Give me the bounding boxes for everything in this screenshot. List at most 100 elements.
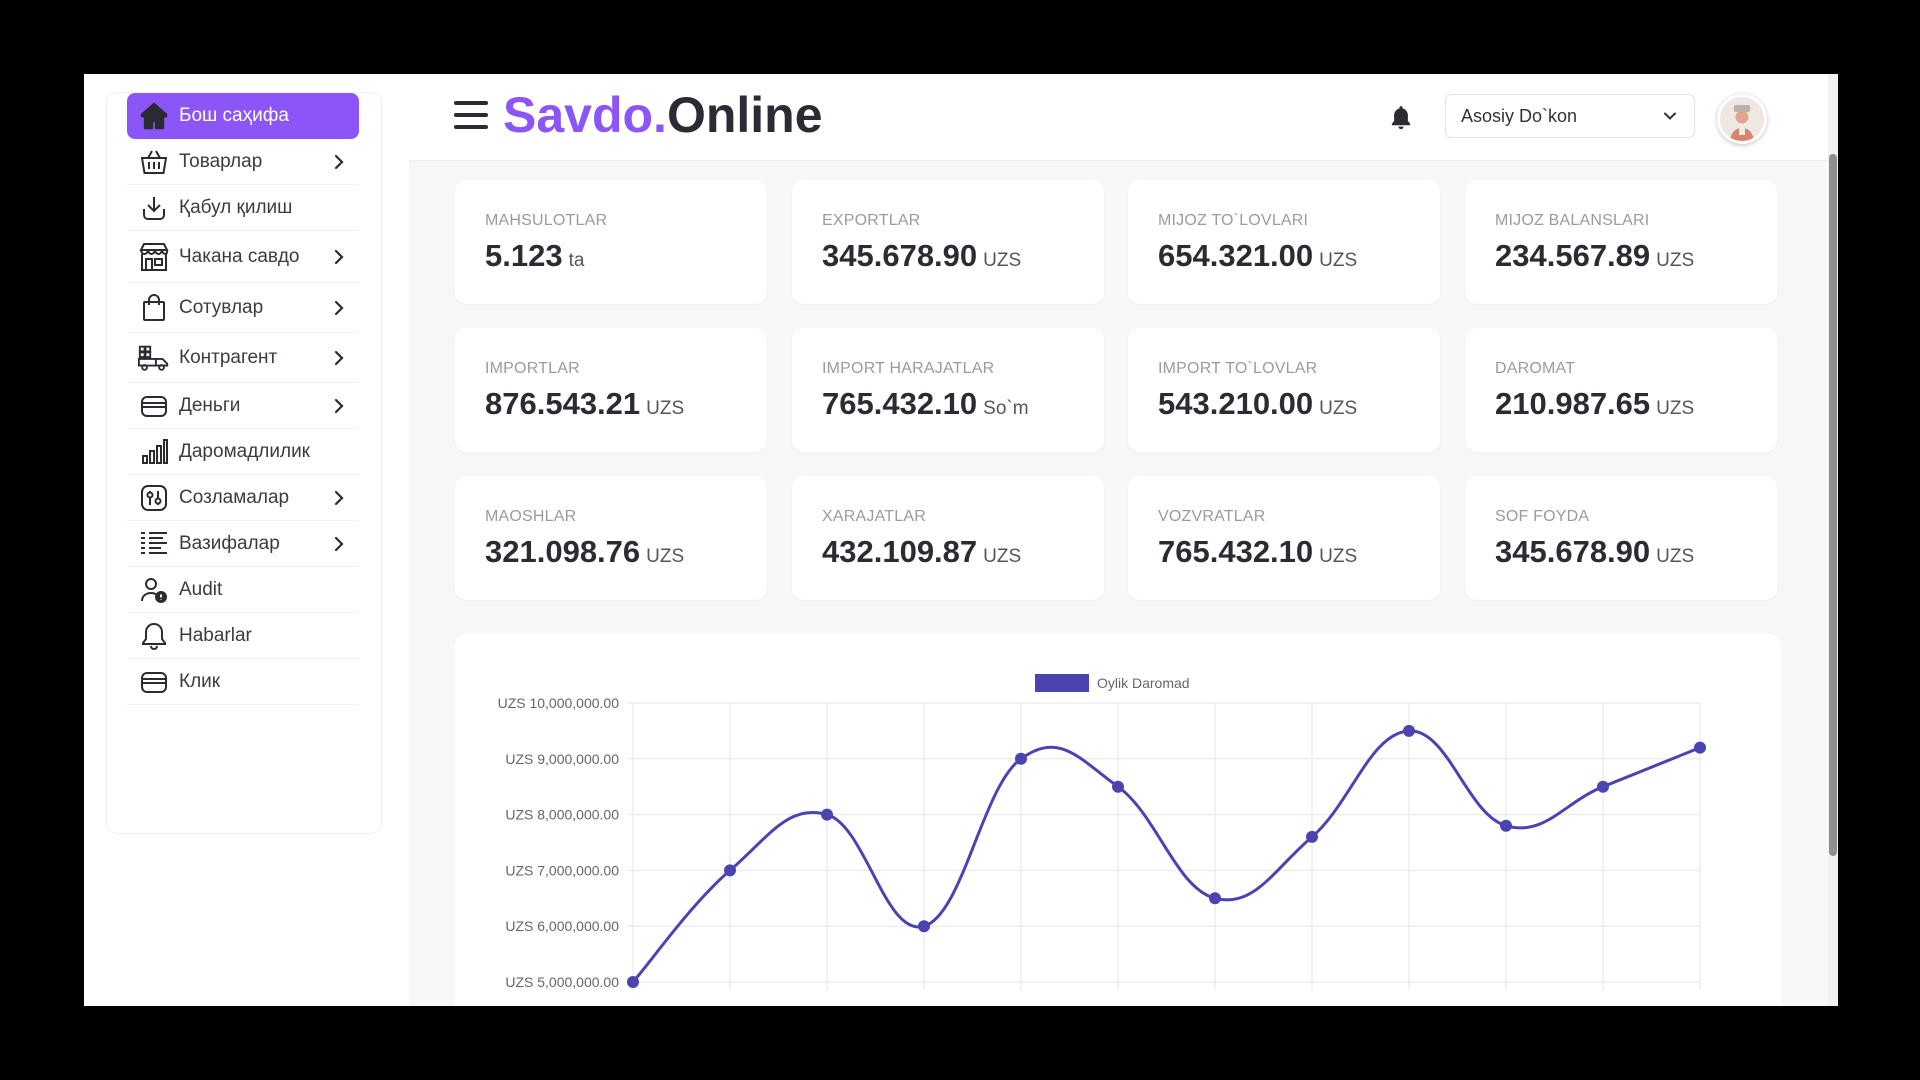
- sidebar-item-label: Товарлар: [179, 150, 263, 172]
- brand-logo[interactable]: Savdo.Online: [503, 86, 823, 144]
- chevron-right-icon: [329, 152, 349, 172]
- brand-part-online: Online: [666, 87, 823, 143]
- sidebar-item-5[interactable]: Контрагент: [127, 333, 359, 383]
- hamburger-menu-icon[interactable]: [454, 101, 488, 131]
- stat-card-value: 210.987.65 UZS: [1495, 386, 1694, 422]
- card-icon: [137, 665, 171, 699]
- scrollbar-track[interactable]: [1828, 74, 1838, 1006]
- stat-card-value: 543.210.00 UZS: [1158, 386, 1357, 422]
- stat-card-title: MAOSHLAR: [485, 508, 577, 525]
- stat-card-value: 432.109.87 UZS: [822, 534, 1021, 570]
- stat-card: IMPORT HARAJATLAR 765.432.10 So`m: [792, 328, 1104, 452]
- data-point: [1209, 892, 1221, 905]
- stat-card-value: 5.123 ta: [485, 238, 584, 274]
- sidebar-item-7[interactable]: Даромадлилик: [127, 429, 359, 475]
- home-icon: [137, 99, 171, 133]
- data-point: [1306, 830, 1318, 843]
- sidebar-item-12[interactable]: Клик: [127, 659, 359, 705]
- sidebar-item-2[interactable]: Қабул қилиш: [127, 185, 359, 231]
- notification-bell-icon[interactable]: [1388, 104, 1414, 132]
- stat-card-title: IMPORT HARAJATLAR: [822, 360, 995, 377]
- data-point: [1597, 780, 1609, 793]
- sidebar-item-label: Habarlar: [179, 624, 252, 646]
- stat-card-number: 345.678.90: [1495, 534, 1651, 569]
- stat-card-number: 345.678.90: [822, 238, 978, 273]
- sidebar-item-11[interactable]: Habarlar: [127, 613, 359, 659]
- stat-card-value: 234.567.89 UZS: [1495, 238, 1694, 274]
- legend-label: Oylik Daromad: [1097, 675, 1190, 691]
- stat-card: VOZVRATLAR 765.432.10 UZS: [1128, 476, 1440, 600]
- sidebar-item-label: Қабул қилиш: [179, 196, 293, 218]
- sidebar-item-8[interactable]: Созламалар: [127, 475, 359, 521]
- stat-card-title: MIJOZ BALANSLARI: [1495, 212, 1650, 229]
- data-point: [627, 976, 639, 988]
- stat-card-unit: UZS: [1319, 250, 1358, 271]
- stat-card-title: SOF FOYDA: [1495, 508, 1590, 525]
- sidebar-item-label: Созламалар: [179, 486, 290, 508]
- y-tick-label: UZS 9,000,000.00: [505, 751, 619, 767]
- income-line-chart: UZS 10,000,000.00 UZS 9,000,000.00 UZS 8,0…: [498, 674, 1706, 990]
- basket-icon: [137, 145, 171, 179]
- stat-card-title: MIJOZ TO`LOVLARI: [1158, 212, 1309, 229]
- chevron-right-icon: [329, 534, 349, 554]
- brand-part-savdo: Savdo.: [503, 87, 667, 143]
- stat-card-title: XARAJATLAR: [822, 508, 926, 525]
- sidebar-item-label: Audit: [179, 578, 223, 600]
- stat-card-number: 543.210.00: [1158, 386, 1314, 421]
- wallet-icon: [137, 389, 171, 423]
- stat-card-number: 5.123: [485, 238, 563, 273]
- stat-card-number: 876.543.21: [485, 386, 641, 421]
- stat-card: MAHSULOTLAR 5.123 ta: [455, 180, 767, 304]
- app-window: Бош саҳифа Товарлар Қабул қилиш Чакана савд…: [84, 74, 1838, 1006]
- user-avatar[interactable]: [1717, 94, 1767, 144]
- data-point: [724, 864, 736, 877]
- sidebar-item-10[interactable]: Audit: [127, 567, 359, 613]
- stat-card: DAROMAT 210.987.65 UZS: [1465, 328, 1777, 452]
- sidebar-item-3[interactable]: Чакана савдо: [127, 231, 359, 283]
- sidebar-item-label: Клик: [179, 670, 221, 692]
- stat-card-value: 321.098.76 UZS: [485, 534, 684, 570]
- sidebar-item-label: Сотувлар: [179, 296, 264, 318]
- top-bar: Savdo.Online Asosiy Do`kon: [409, 74, 1838, 161]
- sidebar-item-9[interactable]: Вазифалар: [127, 521, 359, 567]
- y-tick-label: UZS 5,000,000.00: [505, 974, 619, 990]
- stat-card-unit: UZS: [983, 250, 1022, 271]
- store-select-value: Asosiy Do`kon: [1461, 105, 1578, 126]
- stat-card-number: 321.098.76: [485, 534, 641, 569]
- settings-sliders-icon: [137, 481, 171, 515]
- stat-card-title: IMPORTLAR: [485, 360, 580, 377]
- stat-card-number: 210.987.65: [1495, 386, 1651, 421]
- scrollbar-thumb[interactable]: [1829, 154, 1837, 856]
- store-select[interactable]: Asosiy Do`kon: [1445, 94, 1695, 138]
- stat-card-unit: UZS: [1656, 398, 1695, 419]
- sidebar-item-label: Контрагент: [179, 346, 278, 368]
- sidebar-item-1[interactable]: Товарлар: [127, 139, 359, 185]
- stat-card-unit: UZS: [1656, 546, 1695, 567]
- stat-card-value: 654.321.00 UZS: [1158, 238, 1357, 274]
- sidebar-item-label: Чакана савдо: [179, 245, 300, 267]
- y-tick-label: UZS 7,000,000.00: [505, 862, 619, 878]
- sidebar-item-6[interactable]: Деньги: [127, 383, 359, 429]
- sidebar-item-0[interactable]: Бош саҳифа: [127, 93, 359, 139]
- chevron-right-icon: [329, 348, 349, 368]
- y-tick-label: UZS 10,000,000.00: [498, 695, 620, 711]
- sidebar-item-label: Даромадлилик: [179, 440, 310, 462]
- stat-card-value: 876.543.21 UZS: [485, 386, 684, 422]
- shopping-bag-icon: [137, 291, 171, 325]
- stat-card-unit: So`m: [983, 398, 1029, 419]
- y-tick-label: UZS 8,000,000.00: [505, 807, 619, 823]
- stat-card: XARAJATLAR 432.109.87 UZS: [792, 476, 1104, 600]
- y-tick-label: UZS 6,000,000.00: [505, 918, 619, 934]
- income-chart-card: UZS 10,000,000.00 UZS 9,000,000.00 UZS 8,0…: [455, 634, 1781, 1006]
- task-list-icon: [137, 527, 171, 561]
- sidebar-item-4[interactable]: Сотувлар: [127, 283, 359, 333]
- store-icon: [137, 240, 171, 274]
- stat-card: IMPORTLAR 876.543.21 UZS: [455, 328, 767, 452]
- main-area: Savdo.Online Asosiy Do`kon: [409, 74, 1838, 1006]
- stat-card: MAOSHLAR 321.098.76 UZS: [455, 476, 767, 600]
- stat-card-unit: UZS: [1656, 250, 1695, 271]
- bar-chart-icon: [137, 435, 171, 469]
- chevron-right-icon: [329, 488, 349, 508]
- stat-card-number: 654.321.00: [1158, 238, 1314, 273]
- stat-card-value: 765.432.10 UZS: [1158, 534, 1357, 570]
